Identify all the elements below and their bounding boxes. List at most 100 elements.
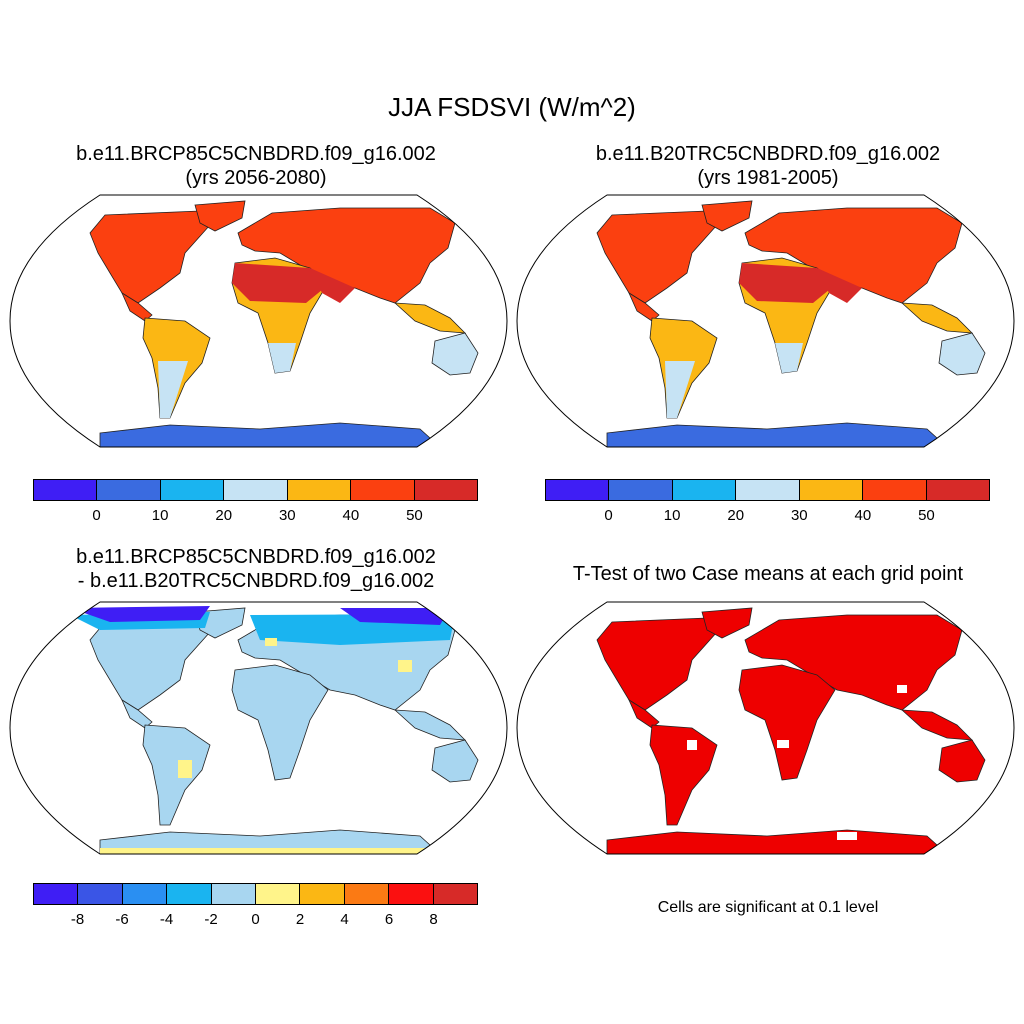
colorbar-box bbox=[224, 480, 288, 500]
africa-region bbox=[738, 664, 836, 781]
nonsignificant-cell bbox=[777, 740, 789, 748]
colorbar-box bbox=[389, 884, 434, 904]
east-asia-patch bbox=[398, 660, 412, 672]
panel-title-line1: b.e11.BRCP85C5CNBDRD.f09_g16.002 bbox=[76, 546, 436, 568]
australia-region bbox=[938, 739, 986, 783]
colorbar-box bbox=[34, 480, 98, 500]
colorbar-box bbox=[300, 884, 345, 904]
colorbar-box bbox=[344, 884, 390, 904]
seAsia-region bbox=[900, 709, 974, 741]
australia-region bbox=[431, 332, 479, 376]
colorbar-box bbox=[414, 480, 477, 500]
main-title: JJA FSDSVI (W/m^2) bbox=[388, 92, 636, 122]
significance-note: Cells are significant at 0.1 level bbox=[657, 899, 879, 916]
panel-title-20thc: b.e11.B20TRC5CNBDRD.f09_g16.002 (yrs 198… bbox=[512, 142, 1024, 190]
colorbar-box bbox=[122, 884, 168, 904]
nonsignificant-cell bbox=[687, 740, 697, 750]
colorbar-tick-label: -8 bbox=[70, 911, 85, 928]
colorbar-box bbox=[863, 480, 927, 500]
colorbar-20thc bbox=[545, 479, 990, 501]
seAsia-region bbox=[393, 709, 467, 741]
northAmerica-region bbox=[596, 210, 718, 304]
colorbar-tick-label: 30 bbox=[278, 507, 296, 524]
nonsignificant-cell bbox=[897, 685, 907, 693]
colorbar-tick-label: 50 bbox=[406, 507, 423, 524]
europe-patch bbox=[265, 638, 277, 646]
colorbar-box bbox=[287, 480, 352, 500]
se-asia-region bbox=[900, 302, 974, 334]
colorbar-tick-label: 40 bbox=[342, 507, 360, 524]
map-frame bbox=[516, 601, 1015, 855]
panel-title-line2: - b.e11.B20TRC5CNBDRD.f09_g16.002 bbox=[77, 570, 435, 592]
colorbar-box bbox=[926, 480, 989, 500]
colorbar-tick-label: 30 bbox=[790, 507, 808, 524]
colorbar-tick-label: 2 bbox=[295, 911, 305, 928]
south-america-patch bbox=[178, 760, 192, 778]
panel-title-line1: T-Test of two Case means at each grid po… bbox=[572, 563, 964, 585]
southern-africa-region bbox=[268, 343, 296, 373]
map-frame bbox=[516, 194, 1015, 448]
map-frame bbox=[9, 601, 508, 855]
greenland-region bbox=[194, 200, 246, 232]
southern-south-america-region bbox=[665, 361, 695, 418]
arctic-siberia-region bbox=[340, 608, 450, 625]
antarctica-region bbox=[606, 422, 949, 447]
australia-region bbox=[431, 739, 479, 783]
panel-title-rcp85: b.e11.BRCP85C5CNBDRD.f09_g16.002 (yrs 20… bbox=[0, 142, 512, 190]
colorbar-ticks-rcp85: 0 10 20 30 40 50 bbox=[33, 507, 478, 527]
southAmerica-region bbox=[649, 724, 718, 826]
colorbar-box bbox=[34, 884, 79, 904]
northAmerica-region bbox=[596, 617, 718, 711]
greenland-region bbox=[701, 607, 753, 639]
colorbar-tick-label: 50 bbox=[918, 507, 935, 524]
arabia-region bbox=[817, 268, 862, 303]
colorbar-tick-label: 20 bbox=[215, 507, 233, 524]
antarctica-edge-band bbox=[100, 848, 440, 854]
northAmerica-region bbox=[89, 617, 211, 711]
colorbar-tick-label: 6 bbox=[384, 911, 394, 928]
colorbar-tick-label: -4 bbox=[159, 911, 174, 928]
greenland-region bbox=[701, 200, 753, 232]
colorbar-tick-label: 20 bbox=[727, 507, 745, 524]
colorbar-box bbox=[799, 480, 864, 500]
map-frame bbox=[9, 194, 508, 448]
map-20thc bbox=[516, 194, 1015, 448]
colorbar-box bbox=[672, 480, 737, 500]
colorbar-tick-label: 0 bbox=[251, 911, 260, 928]
colorbar-tick-label: -6 bbox=[115, 911, 129, 928]
colorbar-tick-label: 0 bbox=[604, 507, 613, 524]
colorbar-tick-label: 10 bbox=[663, 507, 681, 524]
panel-title-ttest: T-Test of two Case means at each grid po… bbox=[512, 562, 1024, 586]
colorbar-box bbox=[433, 884, 478, 904]
colorbar-box bbox=[256, 884, 301, 904]
se-asia-region bbox=[393, 302, 467, 334]
southern-africa-region bbox=[775, 343, 803, 373]
colorbar-tick-label: 8 bbox=[429, 911, 438, 928]
arctic-canada-region bbox=[70, 606, 210, 622]
colorbar-tick-label: 10 bbox=[151, 507, 169, 524]
antarctica-region bbox=[99, 422, 442, 447]
colorbar-box bbox=[78, 884, 123, 904]
colorbar-box bbox=[160, 480, 225, 500]
colorbar-tick-label: 0 bbox=[92, 507, 101, 524]
nonsignificant-cell bbox=[837, 832, 857, 840]
colorbar-box bbox=[609, 480, 673, 500]
panel-title-difference: b.e11.BRCP85C5CNBDRD.f09_g16.002 - b.e11… bbox=[0, 545, 512, 593]
colorbar-rcp85 bbox=[33, 479, 478, 501]
antarctica-region bbox=[606, 829, 949, 854]
southern-south-america-region bbox=[158, 361, 188, 418]
colorbar-box bbox=[351, 480, 415, 500]
colorbar-box bbox=[167, 884, 212, 904]
sahara-region bbox=[739, 263, 835, 303]
colorbar-difference bbox=[33, 883, 478, 905]
panel-title-line2: (yrs 2056-2080) bbox=[185, 167, 327, 189]
colorbar-ticks-difference: -8 -6 -4 -2 0 2 4 6 8 bbox=[33, 911, 478, 931]
colorbar-box bbox=[546, 480, 610, 500]
map-difference bbox=[9, 601, 508, 855]
arabia-region bbox=[310, 268, 355, 303]
panel-title-line1: b.e11.BRCP85C5CNBDRD.f09_g16.002 bbox=[76, 143, 436, 165]
panel-title-line2: (yrs 1981-2005) bbox=[697, 167, 839, 189]
map-rcp85 bbox=[9, 194, 508, 448]
africa-region bbox=[231, 664, 329, 781]
colorbar-box bbox=[97, 480, 161, 500]
